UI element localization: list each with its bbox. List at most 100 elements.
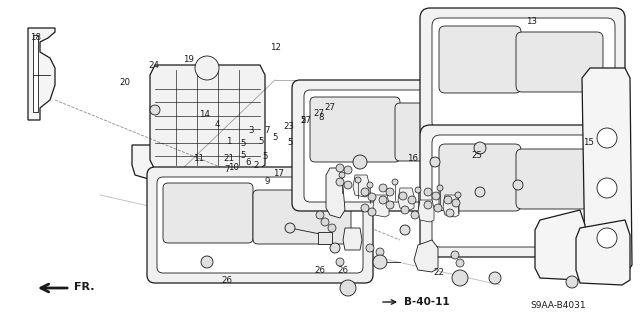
- Text: 7: 7: [265, 126, 270, 135]
- Text: 26: 26: [314, 266, 326, 275]
- Circle shape: [368, 193, 376, 201]
- Circle shape: [401, 206, 409, 214]
- FancyBboxPatch shape: [304, 90, 498, 202]
- Circle shape: [344, 166, 352, 174]
- Polygon shape: [132, 145, 160, 180]
- Polygon shape: [343, 228, 362, 250]
- FancyBboxPatch shape: [439, 144, 521, 211]
- Circle shape: [597, 178, 617, 198]
- Text: 27: 27: [324, 103, 335, 112]
- Text: 20: 20: [119, 78, 131, 87]
- Circle shape: [513, 180, 523, 190]
- Text: 2: 2: [253, 161, 259, 170]
- Text: 5: 5: [241, 139, 246, 148]
- Circle shape: [386, 201, 394, 209]
- Text: 21: 21: [223, 154, 235, 163]
- Text: 3: 3: [249, 126, 254, 135]
- Circle shape: [415, 187, 421, 193]
- Text: 8: 8: [319, 113, 324, 122]
- Circle shape: [336, 164, 344, 172]
- Text: 14: 14: [199, 110, 211, 119]
- Text: 25: 25: [471, 151, 483, 160]
- Circle shape: [566, 276, 578, 288]
- Circle shape: [336, 258, 344, 266]
- Text: 27: 27: [313, 109, 324, 118]
- Circle shape: [344, 181, 352, 189]
- Polygon shape: [443, 195, 459, 217]
- FancyBboxPatch shape: [292, 80, 508, 211]
- Circle shape: [424, 201, 432, 209]
- Circle shape: [379, 184, 387, 192]
- Polygon shape: [373, 195, 389, 217]
- Text: 18: 18: [29, 33, 41, 42]
- Text: 11: 11: [193, 154, 204, 163]
- Circle shape: [489, 272, 501, 284]
- FancyBboxPatch shape: [163, 183, 253, 243]
- FancyBboxPatch shape: [432, 18, 615, 130]
- FancyBboxPatch shape: [253, 190, 351, 244]
- Text: 9: 9: [265, 177, 270, 186]
- Circle shape: [201, 256, 213, 268]
- Text: B-40-11: B-40-11: [404, 297, 450, 307]
- FancyBboxPatch shape: [420, 125, 625, 257]
- Circle shape: [597, 128, 617, 148]
- Circle shape: [451, 251, 459, 259]
- Circle shape: [456, 259, 464, 267]
- Text: 5: 5: [241, 151, 246, 160]
- Circle shape: [444, 196, 452, 204]
- Circle shape: [321, 218, 329, 226]
- Text: 4: 4: [215, 120, 220, 129]
- Circle shape: [340, 280, 356, 296]
- Text: 10: 10: [228, 163, 239, 172]
- Text: 6: 6: [246, 158, 251, 167]
- Circle shape: [368, 208, 376, 216]
- Text: 19: 19: [184, 55, 194, 63]
- Circle shape: [400, 225, 410, 235]
- Circle shape: [361, 204, 369, 212]
- Polygon shape: [414, 240, 438, 272]
- Circle shape: [430, 157, 440, 167]
- Text: S9AA-B4031: S9AA-B4031: [530, 300, 586, 309]
- Text: 5: 5: [273, 133, 278, 142]
- Polygon shape: [353, 175, 369, 197]
- Circle shape: [336, 178, 344, 186]
- Circle shape: [379, 196, 387, 204]
- Circle shape: [411, 211, 419, 219]
- Circle shape: [432, 192, 440, 200]
- FancyBboxPatch shape: [516, 149, 603, 209]
- Circle shape: [446, 209, 454, 217]
- Text: 27: 27: [300, 116, 312, 125]
- Polygon shape: [150, 65, 265, 170]
- Circle shape: [328, 224, 336, 232]
- Text: 1: 1: [227, 137, 232, 146]
- FancyBboxPatch shape: [147, 167, 373, 283]
- Circle shape: [376, 248, 384, 256]
- Text: 15: 15: [583, 138, 595, 147]
- Circle shape: [353, 155, 367, 169]
- Circle shape: [195, 56, 219, 80]
- Circle shape: [424, 188, 432, 196]
- Text: 24: 24: [148, 61, 159, 70]
- Circle shape: [355, 177, 361, 183]
- Text: 22: 22: [433, 268, 444, 277]
- Circle shape: [455, 192, 461, 198]
- Circle shape: [330, 243, 340, 253]
- Circle shape: [434, 204, 442, 212]
- Circle shape: [392, 179, 398, 185]
- Text: 16: 16: [407, 154, 419, 163]
- Circle shape: [366, 244, 374, 252]
- Circle shape: [339, 172, 345, 178]
- Text: 5: 5: [263, 152, 268, 161]
- Circle shape: [474, 142, 486, 154]
- Circle shape: [597, 228, 617, 248]
- Circle shape: [150, 105, 160, 115]
- FancyBboxPatch shape: [395, 103, 490, 161]
- Circle shape: [361, 188, 369, 196]
- Text: 5: 5: [259, 137, 264, 146]
- Text: 12: 12: [269, 43, 281, 52]
- Text: 5: 5: [287, 138, 292, 147]
- Polygon shape: [33, 35, 38, 112]
- Circle shape: [285, 223, 295, 233]
- FancyBboxPatch shape: [420, 8, 625, 140]
- Text: 7: 7: [225, 165, 230, 174]
